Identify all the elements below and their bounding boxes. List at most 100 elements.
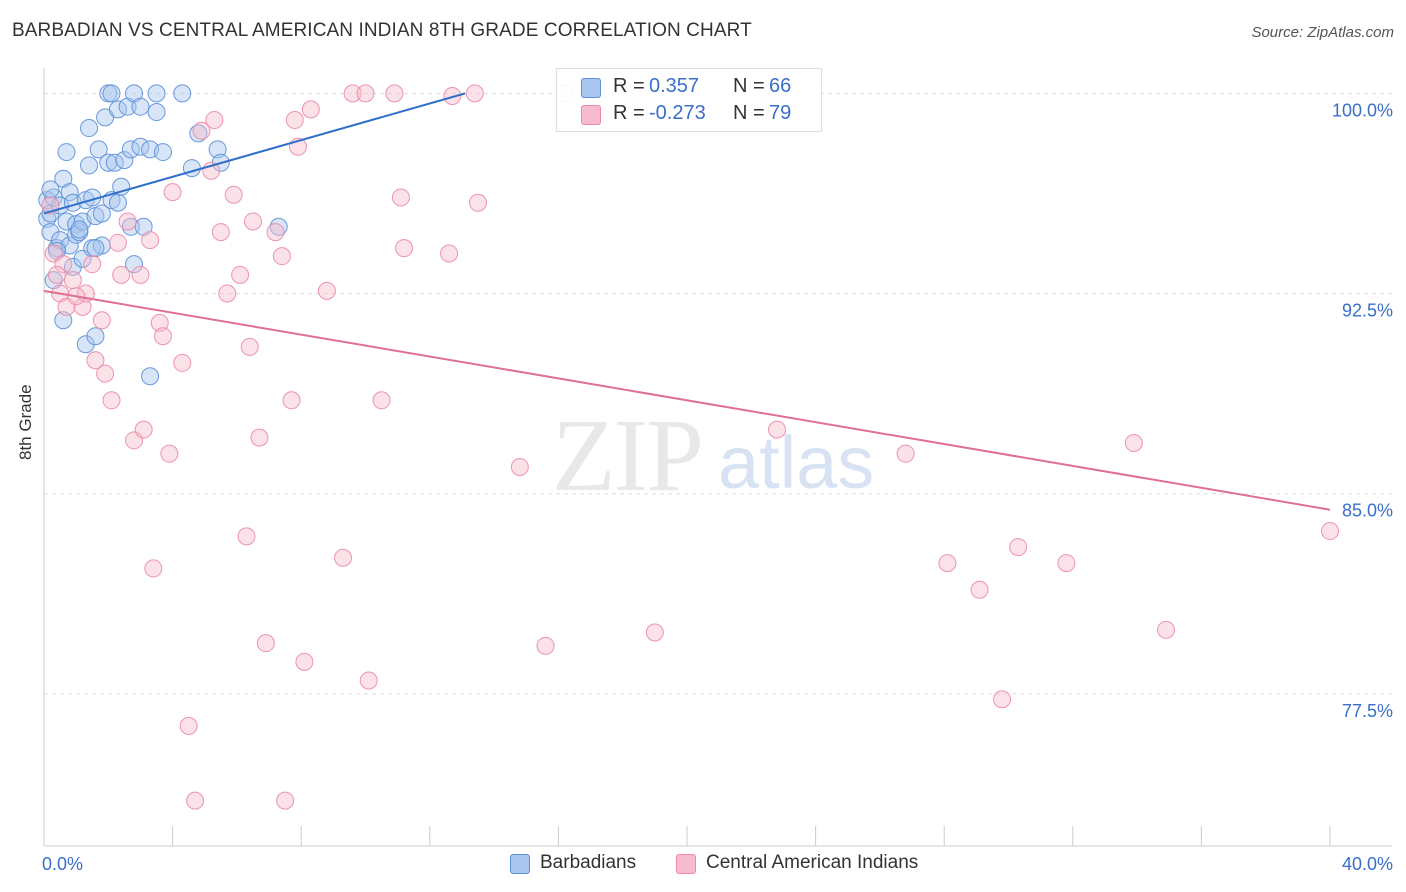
- data-point: [83, 255, 102, 274]
- data-point: [356, 84, 375, 103]
- grid-lines: [44, 92, 1392, 695]
- chart-title: BARBADIAN VS CENTRAL AMERICAN INDIAN 8TH…: [12, 20, 752, 41]
- data-point: [92, 204, 111, 223]
- data-point: [47, 265, 66, 284]
- data-point: [153, 143, 172, 162]
- watermark-atlas: atlas: [718, 421, 875, 504]
- data-point: [391, 188, 410, 207]
- data-point: [102, 391, 121, 410]
- data-point: [147, 84, 166, 103]
- data-point: [1057, 554, 1076, 573]
- data-point: [150, 313, 169, 332]
- data-point: [536, 636, 555, 655]
- data-point: [179, 716, 198, 735]
- series-1-points: [41, 84, 1339, 810]
- axes: [43, 68, 1392, 847]
- data-point: [153, 327, 172, 346]
- data-point: [440, 244, 459, 263]
- source-label: Source: ZipAtlas.com: [1251, 24, 1394, 41]
- trend-line-1: [43, 289, 1331, 511]
- data-point: [208, 140, 227, 159]
- y-tick-label: 92.5%: [1342, 301, 1393, 321]
- data-point: [224, 185, 243, 204]
- data-point: [96, 364, 115, 383]
- n-value: 66: [769, 75, 792, 97]
- data-point: [243, 212, 262, 231]
- data-point: [1009, 538, 1028, 557]
- r-value: -0.273: [649, 102, 706, 124]
- n-label: N =: [733, 102, 765, 124]
- central-american-indians-swatch: [676, 854, 696, 874]
- data-point: [266, 223, 285, 242]
- data-point: [395, 239, 414, 258]
- trend-line-0: [43, 92, 466, 215]
- data-point: [343, 84, 362, 103]
- data-point: [186, 791, 205, 810]
- central-american-indians-swatch: [581, 105, 601, 125]
- data-point: [70, 220, 89, 239]
- data-point: [250, 428, 269, 447]
- series-legend: Barbadians Central American Indians: [0, 852, 1406, 878]
- y-tick-label: 100.0%: [1332, 100, 1393, 120]
- data-point: [118, 212, 137, 231]
- barbadians-swatch: [510, 854, 530, 874]
- stats-legend: R = 0.357 N = 66 R = -0.273 N = 79: [556, 68, 822, 132]
- data-point: [295, 652, 314, 671]
- data-point: [240, 337, 259, 356]
- n-value: 79: [769, 102, 792, 124]
- data-point: [60, 183, 79, 202]
- data-point: [218, 284, 237, 303]
- data-point: [86, 239, 105, 258]
- trend-lines: [43, 92, 1331, 511]
- legend-label: Central American Indians: [706, 852, 919, 873]
- data-point: [189, 124, 208, 143]
- data-point: [160, 444, 179, 463]
- data-point: [163, 183, 182, 202]
- data-point: [510, 458, 529, 477]
- legend-label: Barbadians: [540, 852, 637, 873]
- data-point: [465, 84, 484, 103]
- data-point: [141, 367, 160, 386]
- data-point: [54, 311, 73, 330]
- data-point: [96, 108, 115, 127]
- data-point: [115, 151, 134, 170]
- data-point: [63, 271, 82, 290]
- data-point: [768, 420, 787, 439]
- data-point: [108, 193, 127, 212]
- data-point: [993, 690, 1012, 709]
- data-point: [938, 554, 957, 573]
- tick-labels: 100.0% 92.5% 85.0% 77.5% 0.0% 40.0%: [42, 100, 1393, 874]
- data-point: [192, 121, 211, 140]
- data-point: [333, 548, 352, 567]
- data-point: [131, 97, 150, 116]
- data-point: [1321, 522, 1339, 541]
- data-point: [54, 255, 73, 274]
- x-tick-label: 0.0%: [42, 854, 83, 874]
- data-point: [385, 84, 404, 103]
- data-point: [272, 247, 291, 266]
- data-point: [131, 265, 150, 284]
- data-point: [41, 180, 60, 199]
- barbadians-swatch: [581, 78, 601, 98]
- data-point: [285, 111, 304, 130]
- data-point: [38, 209, 57, 228]
- data-point: [80, 156, 99, 175]
- data-point: [134, 420, 153, 439]
- data-point: [469, 193, 488, 212]
- data-point: [896, 444, 915, 463]
- y-axis-label: 8th Grade: [16, 384, 35, 460]
- data-point: [141, 231, 160, 250]
- data-point: [80, 119, 99, 138]
- data-point: [205, 111, 224, 130]
- data-point: [1124, 433, 1143, 452]
- data-point: [92, 311, 111, 330]
- data-point: [211, 223, 230, 242]
- data-point: [269, 217, 288, 236]
- data-point: [372, 391, 391, 410]
- data-point: [86, 327, 105, 346]
- data-point: [86, 351, 105, 370]
- data-point: [144, 559, 163, 578]
- data-point: [359, 671, 378, 690]
- data-point: [317, 281, 336, 300]
